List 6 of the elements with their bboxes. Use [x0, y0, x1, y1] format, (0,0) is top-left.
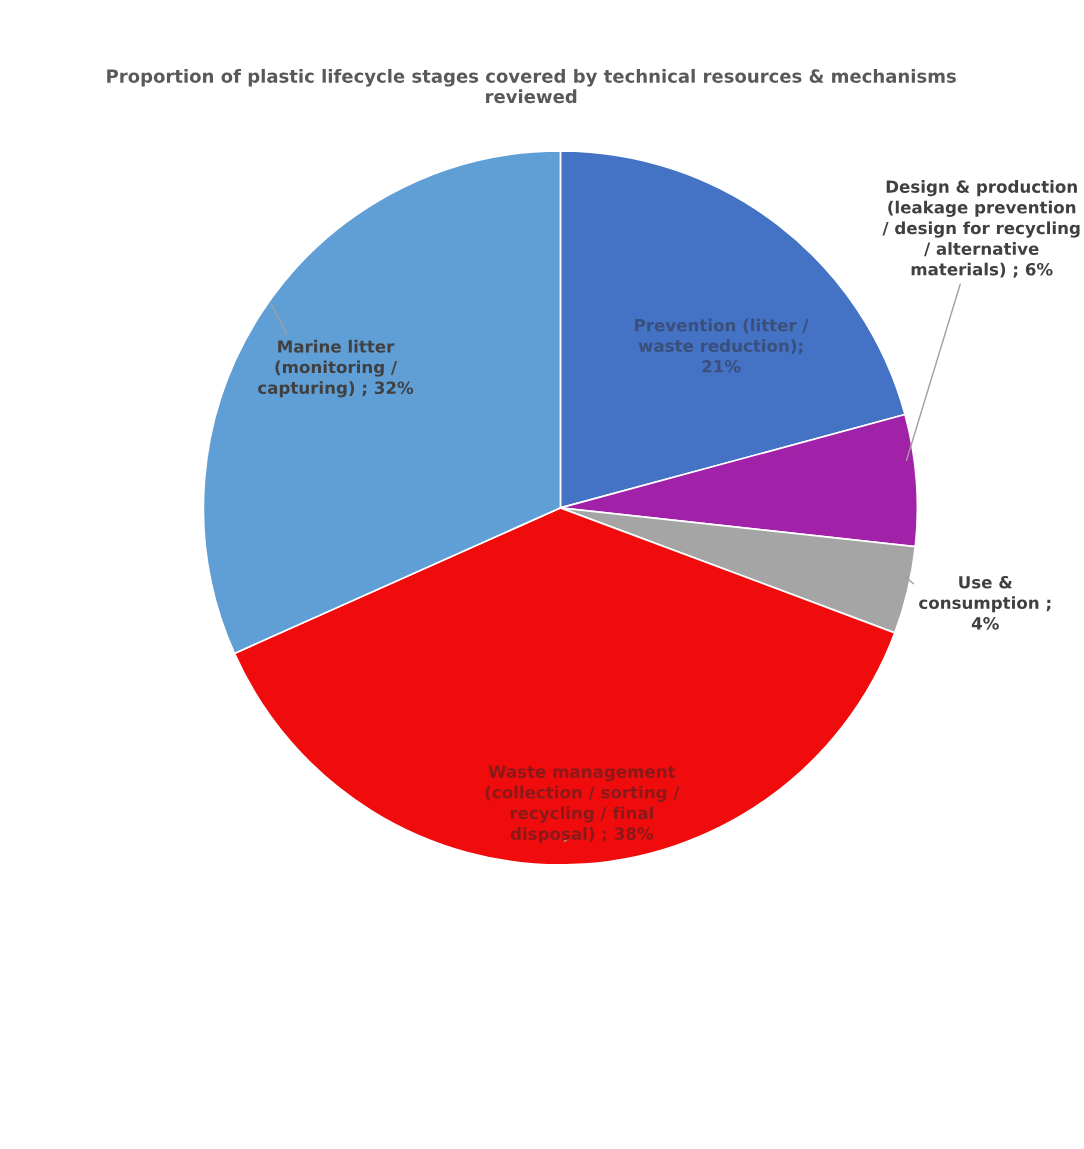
slice-label: Design & production (leakage prevention / design for recycling / alternative materials) ; 6% [882, 180, 1080, 278]
slice-label: Use & consumption ; 4% [919, 575, 1051, 630]
slice-label: Marine litter (monitoring / capturing) ; 32% [258, 339, 414, 398]
slice-label: Prevention (litter / waste reduction); 21% [635, 318, 809, 373]
chart-title: Proportion of plastic lifecycle stages covered by technical resources & mechanisms reviewed [107, 68, 956, 104]
slice-label: Waste management (collection / sorting / recycling / final disposal) ; 38% [485, 765, 680, 844]
